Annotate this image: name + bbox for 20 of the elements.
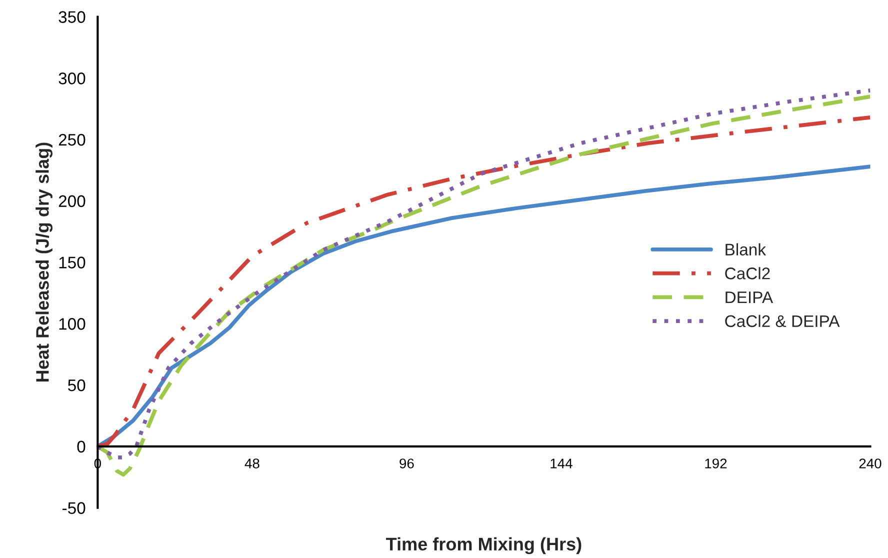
x-tick-label: 240 [859, 458, 882, 468]
legend-label: Blank [726, 243, 766, 256]
y-tick-label: 300 [58, 72, 86, 84]
y-tick-label: -50 [62, 502, 86, 514]
y-tick-label: 50 [68, 379, 86, 392]
legend-label: DEIPA [726, 292, 774, 304]
y-tick-label: 350 [58, 11, 86, 23]
x-tick-label: 96 [400, 458, 414, 468]
x-tick-label: 144 [550, 458, 572, 468]
y-axis-title: Heat Released (J/g dry slag) [36, 142, 53, 382]
y-tick-label: 200 [58, 195, 86, 208]
legend-label: CaCl2 [725, 267, 770, 280]
y-tick-label: 150 [59, 256, 86, 268]
y-tick-label: 0 [77, 440, 86, 453]
x-axis-title: Time from Mixing (Hrs) [386, 537, 582, 554]
x-tick-label: 192 [705, 458, 727, 468]
y-tick-label: 250 [58, 134, 86, 146]
y-tick-label: 100 [59, 318, 86, 330]
legend-label: CaCl2 & DEIPA [725, 314, 840, 328]
x-tick-label: 48 [244, 458, 260, 468]
